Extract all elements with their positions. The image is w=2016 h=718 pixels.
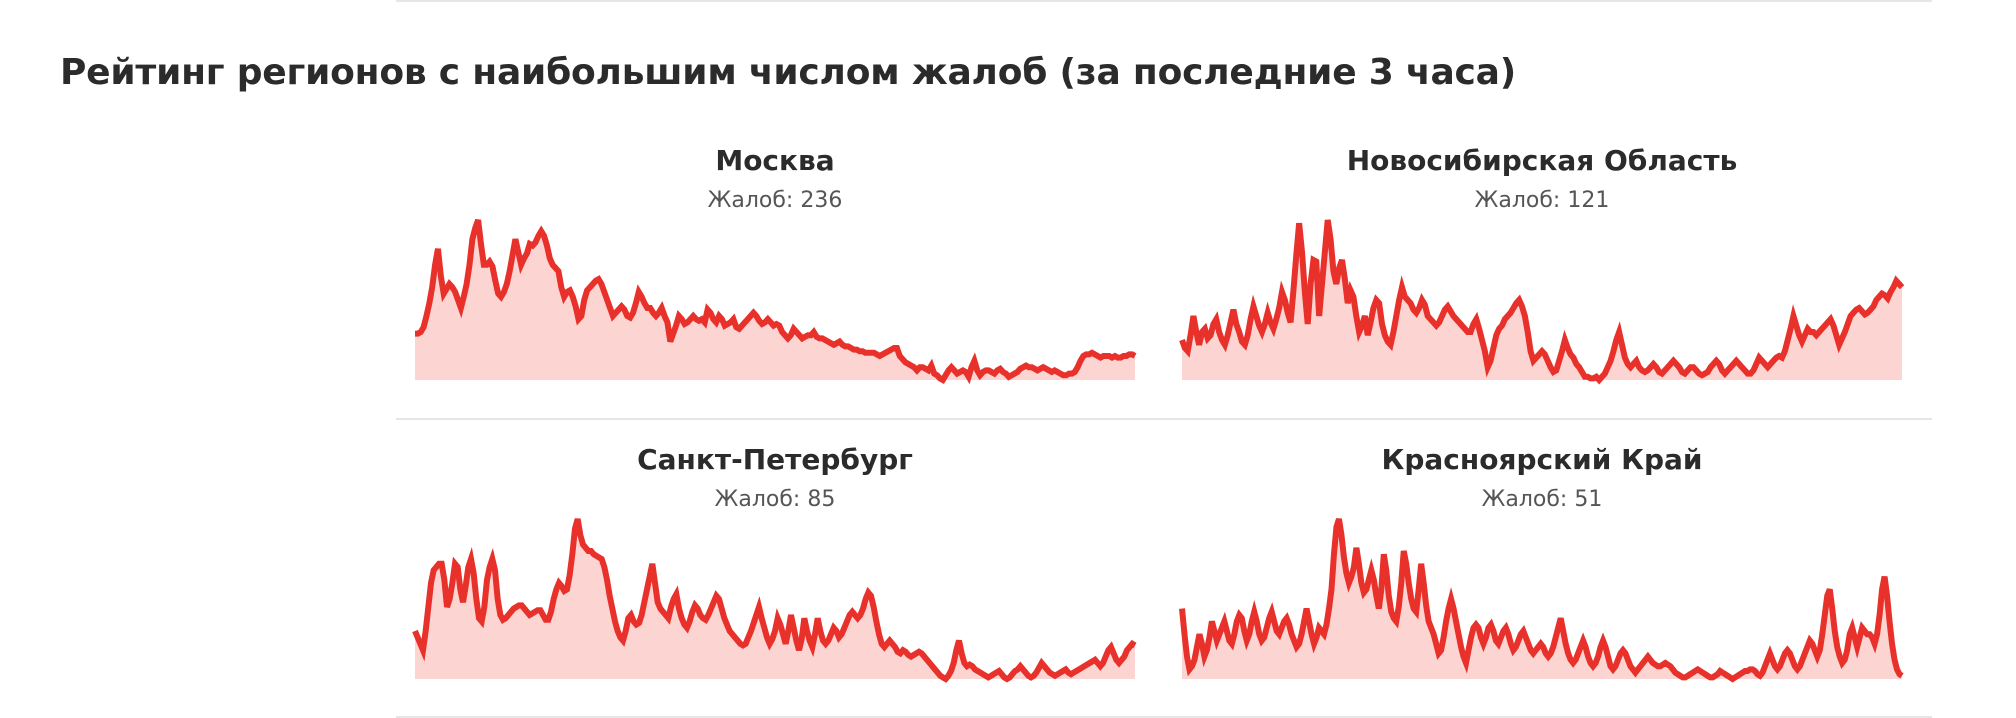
complaint-count: Жалоб: 121 (1474, 188, 1610, 213)
chart-panel-krasnoyarsk: Красноярский Край Жалоб: 51 (1179, 443, 1904, 683)
complaint-count: Жалоб: 236 (707, 188, 843, 213)
series-area (1182, 519, 1902, 679)
chart-title: Новосибирская Область (1346, 144, 1738, 177)
top-divider (396, 0, 1932, 2)
chart-title: Красноярский Край (1381, 443, 1703, 476)
series-line (415, 218, 1137, 385)
area-chart-krasnoyarsk (1179, 518, 1904, 683)
chart-panel-novosibirsk: Новосибирская Область Жалоб: 121 (1179, 144, 1905, 385)
page-title: Рейтинг регионов с наибольшим числом жал… (60, 52, 1517, 93)
section-divider (396, 418, 1932, 420)
complaint-count: Жалоб: 85 (714, 487, 836, 512)
chart-title: Москва (715, 144, 835, 177)
bottom-divider (396, 716, 1932, 718)
chart-title: Санкт-Петербург (637, 443, 913, 476)
complaint-count: Жалоб: 51 (1481, 487, 1603, 512)
series-area (415, 220, 1135, 380)
area-chart-saint-petersburg (412, 518, 1137, 683)
chart-panel-saint-petersburg: Санкт-Петербург Жалоб: 85 (412, 443, 1137, 683)
series-line (1179, 219, 1905, 385)
series-area (415, 519, 1135, 679)
series-line (1179, 518, 1904, 683)
series-area (1182, 220, 1902, 380)
series-line (412, 518, 1137, 683)
area-chart-novosibirsk (1179, 219, 1905, 385)
chart-panel-moscow: Москва Жалоб: 236 (415, 144, 1137, 385)
area-chart-moscow (415, 218, 1137, 385)
